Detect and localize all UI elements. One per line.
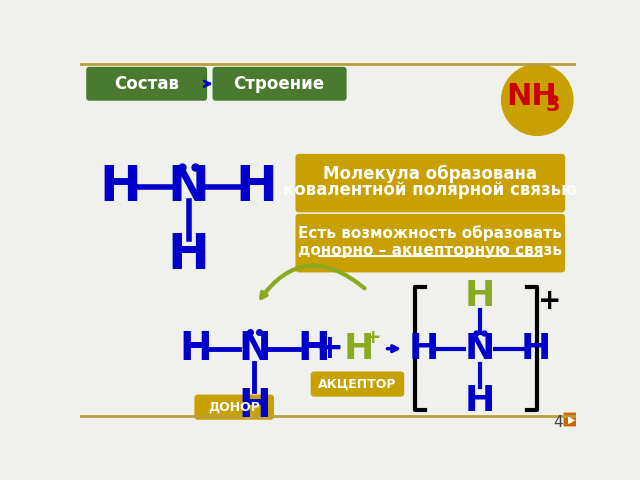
Text: N: N [238,330,271,368]
Text: H: H [179,330,212,368]
FancyBboxPatch shape [195,396,273,419]
Text: H: H [238,387,271,425]
FancyBboxPatch shape [564,413,579,426]
Text: NH: NH [506,82,557,110]
Text: 4: 4 [554,415,563,430]
Text: Есть возможность образовать: Есть возможность образовать [298,225,562,241]
Text: N: N [465,332,495,366]
Text: H: H [409,332,439,366]
FancyBboxPatch shape [212,67,347,101]
Text: H: H [344,332,374,366]
Text: ковалентной полярной связью: ковалентной полярной связью [283,181,577,199]
Text: +: + [365,328,381,347]
Text: H: H [297,330,330,368]
Text: Состав: Состав [114,75,179,93]
Text: донорно – акцепторную связь: донорно – акцепторную связь [298,242,563,258]
Circle shape [502,64,573,135]
Text: H: H [168,231,209,279]
Text: H: H [236,163,278,211]
Text: Строение: Строение [234,75,324,93]
Text: N: N [168,163,209,211]
Text: H: H [520,332,551,366]
FancyBboxPatch shape [296,214,565,273]
Text: ▶: ▶ [568,415,575,424]
Text: АКЦЕПТОР: АКЦЕПТОР [318,378,397,391]
FancyBboxPatch shape [312,372,403,396]
FancyBboxPatch shape [86,67,207,101]
Text: ДОНОР: ДОНОР [208,401,260,414]
Text: H: H [465,384,495,418]
Text: H: H [99,163,141,211]
Text: +: + [538,287,561,315]
Text: Молекула образована: Молекула образована [323,165,538,183]
Text: H: H [465,279,495,313]
FancyBboxPatch shape [296,154,565,212]
Text: 3: 3 [545,96,560,115]
Text: +: + [316,332,344,365]
